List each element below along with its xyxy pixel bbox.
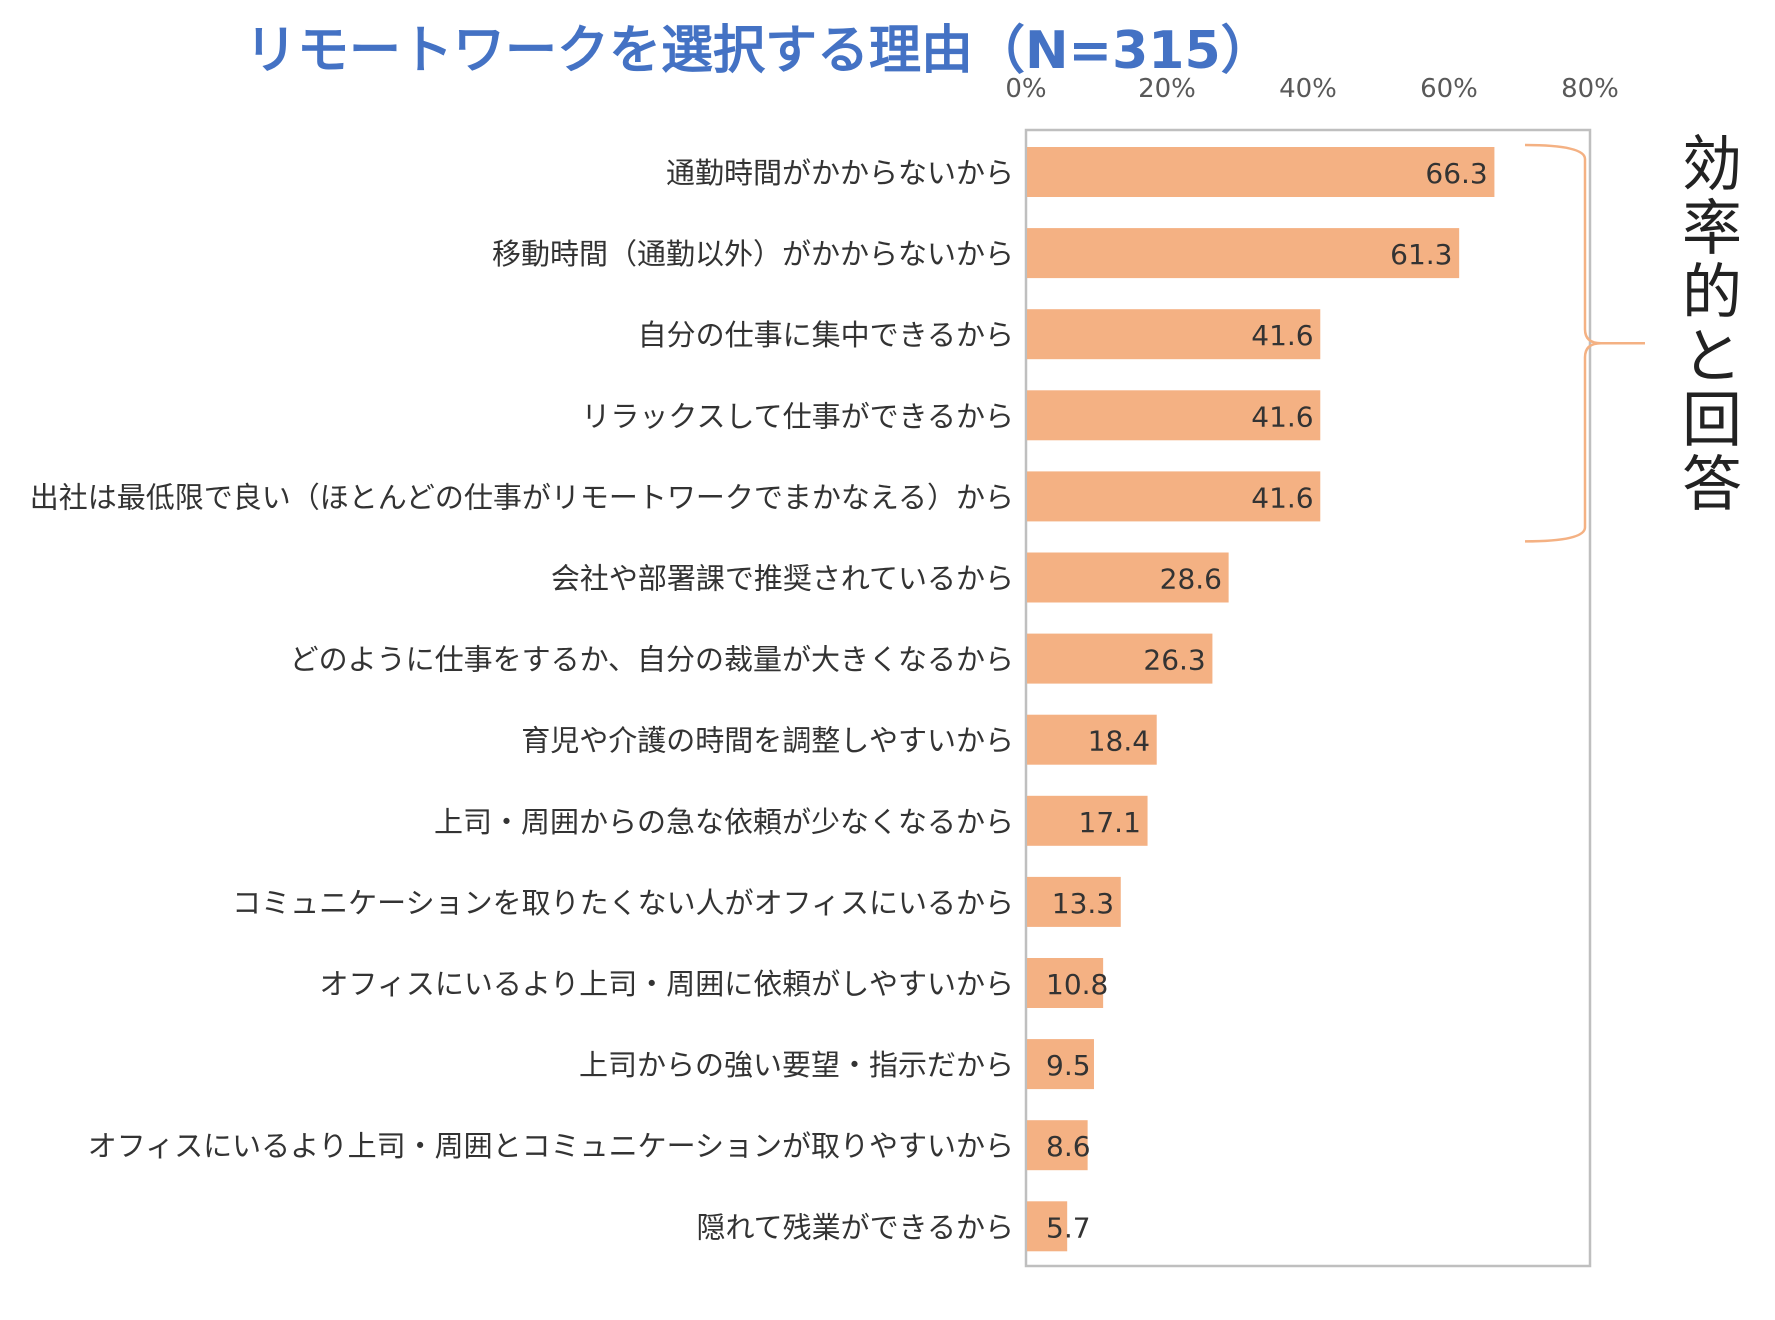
value-label: 41.6 <box>1251 400 1313 433</box>
category-label: 移動時間（通勤以外）がかからないから <box>492 237 1014 271</box>
value-label: 66.3 <box>1425 157 1487 190</box>
category-label: コミュニケーションを取りたくない人がオフィスにいるから <box>232 886 1014 920</box>
bar <box>1027 552 1229 603</box>
value-label: 17.1 <box>1079 806 1141 839</box>
category-label: 上司・周囲からの急な依頼が少なくなるから <box>434 805 1014 839</box>
category-label: 上司からの強い要望・指示だから <box>579 1048 1014 1082</box>
bar <box>1027 390 1321 441</box>
plot-frame <box>1024 128 1592 1268</box>
annotation-bracket <box>1524 143 1645 543</box>
x-tick-label: 60% <box>1420 74 1478 104</box>
value-labels: 66.3 61.3 41.6 41.6 41.6 28.6 26.3 18.4 17.1 13.3… <box>1046 157 1488 1244</box>
category-labels: 通勤時間がかからないから移動時間（通勤以外）がかからないから自分の仕事に集中でき… <box>30 156 1014 1244</box>
value-label: 18.4 <box>1088 725 1150 758</box>
value-label: 41.6 <box>1251 319 1313 352</box>
category-label: 自分の仕事に集中できるから <box>638 318 1014 352</box>
value-label: 61.3 <box>1390 238 1452 271</box>
value-label: 5.7 <box>1046 1211 1091 1244</box>
bars <box>1027 147 1495 1252</box>
x-tick-label: 40% <box>1279 74 1337 104</box>
chart-title: リモートワークを選択する理由（N=315） <box>245 21 1273 81</box>
value-label: 9.5 <box>1046 1049 1091 1082</box>
value-label: 8.6 <box>1046 1130 1091 1163</box>
bar <box>1027 1120 1088 1171</box>
bar <box>1027 228 1460 279</box>
value-label: 41.6 <box>1251 481 1313 514</box>
x-tick-label: 80% <box>1561 74 1619 104</box>
x-axis-ticks: 0% 20% 40% 60% 80% <box>1005 74 1619 104</box>
bar <box>1027 876 1121 927</box>
bar <box>1027 309 1321 360</box>
category-label: オフィスにいるより上司・周囲に依頼がしやすいから <box>319 967 1014 1001</box>
value-label: 10.8 <box>1046 968 1108 1001</box>
category-label: 会社や部署課で推奨されているから <box>551 562 1014 596</box>
value-label: 28.6 <box>1160 563 1222 596</box>
category-label: 育児や介護の時間を調整しやすいから <box>521 724 1014 758</box>
category-label: 隠れて残業ができるから <box>696 1210 1014 1244</box>
value-label: 13.3 <box>1052 887 1114 920</box>
x-tick-label: 20% <box>1138 74 1196 104</box>
category-label: 通勤時間がかからないから <box>666 156 1014 190</box>
annotation-label: 効率的と回答 <box>1682 130 1742 520</box>
category-label: リラックスして仕事ができるから <box>581 399 1014 433</box>
category-label: 出社は最低限で良い（ほとんどの仕事がリモートワークでまかなえる）から <box>30 480 1014 514</box>
bar <box>1027 471 1321 522</box>
bar <box>1027 795 1148 846</box>
bar <box>1027 958 1104 1008</box>
value-label: 26.3 <box>1143 644 1205 677</box>
annotation-text: 効率的と回答 <box>1682 130 1742 520</box>
category-label: オフィスにいるより上司・周囲とコミュニケーションが取りやすいから <box>88 1129 1014 1163</box>
bar <box>1027 633 1213 684</box>
bar <box>1027 714 1157 765</box>
x-tick-label: 0% <box>1005 74 1046 104</box>
bar <box>1027 147 1495 197</box>
bar <box>1027 1201 1068 1252</box>
category-label: どのように仕事をするか、自分の裁量が大きくなるから <box>290 643 1014 677</box>
bar <box>1027 1039 1094 1090</box>
